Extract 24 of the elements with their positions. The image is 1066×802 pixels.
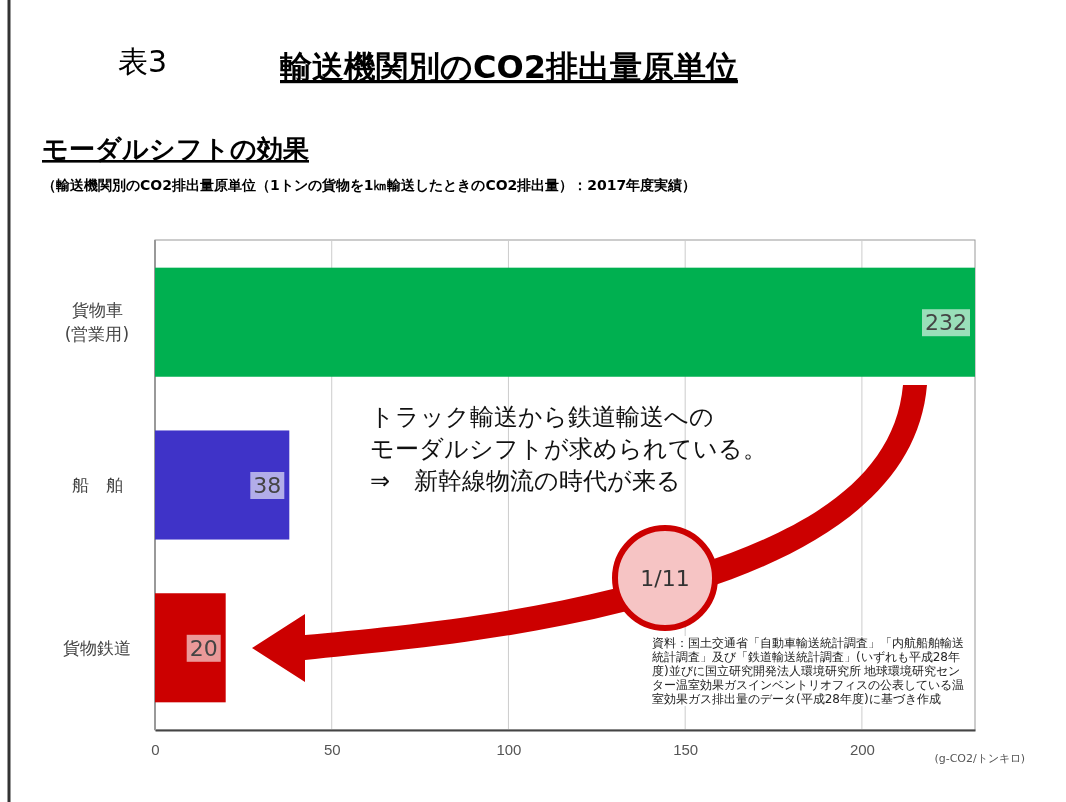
y-tick-label: 貨物車 (営業用) bbox=[64, 300, 130, 345]
annotation: 1/11 bbox=[640, 566, 690, 591]
x-tick-label: 150 bbox=[673, 740, 699, 758]
annotation: ⇒ 新幹線物流の時代が来る bbox=[370, 467, 682, 495]
y-tick-label: 船 舶 bbox=[71, 475, 123, 495]
annotation: モーダルシフトが求められている。 bbox=[370, 435, 767, 463]
x-tick-label: 100 bbox=[496, 740, 522, 758]
x-tick-label: 0 bbox=[151, 740, 160, 758]
text: （輸送機関別のCO2排出量原単位（1トンの貨物を1㎞輸送したときのCO2排出量）：2017年度実績） bbox=[42, 177, 697, 193]
text: 表3 bbox=[118, 44, 168, 79]
chart-subtitle: モーダルシフトの効果 bbox=[42, 134, 309, 164]
bar bbox=[155, 593, 226, 703]
x-tick-label: 50 bbox=[323, 740, 341, 758]
y-tick-label: 貨物鉄道 bbox=[63, 637, 131, 658]
data-label: 20 bbox=[189, 635, 218, 661]
data-label: 38 bbox=[253, 473, 282, 498]
x-tick-label: 200 bbox=[849, 740, 875, 758]
data-label: 232 bbox=[925, 310, 967, 336]
bar bbox=[155, 430, 290, 540]
bar bbox=[155, 267, 975, 377]
chart-title: 輸送機関別のCO2排出量原単位 bbox=[279, 48, 738, 86]
x-axis-title: (g-CO2/トンキロ) bbox=[934, 752, 1025, 765]
annotation: 資料：国土交通省「自動車輸送統計調査」「内航船舶輸送統計調査」及び「鉄道輸送統計調査」(いずれも平成28年度)並びに国立研究開発法人環境研究所 地球環境研究センター温室効果ガスインベントリオフィスの公表している温室効果ガス排出量のデータ(平成28年度)に基づき作成 bbox=[652, 636, 972, 706]
annotation: トラック輸送から鉄道輸送への bbox=[370, 403, 714, 431]
